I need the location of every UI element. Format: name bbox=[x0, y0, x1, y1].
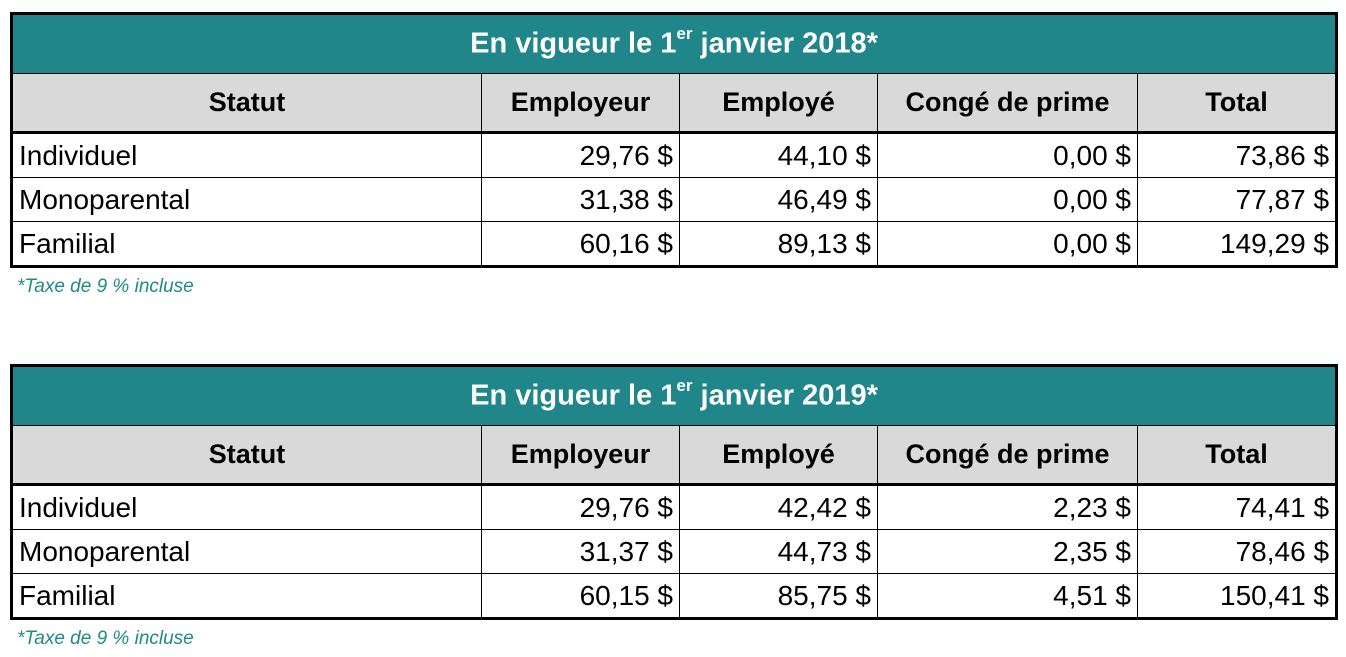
table-row: Monoparental 31,37 $ 44,73 $ 2,35 $ 78,4… bbox=[10, 529, 1339, 574]
table-row: Individuel 29,76 $ 44,10 $ 0,00 $ 73,86 … bbox=[10, 132, 1339, 178]
cell-conge: 4,51 $ bbox=[877, 573, 1138, 620]
cell-total: 78,46 $ bbox=[1136, 529, 1339, 574]
cell-employe: 89,13 $ bbox=[679, 221, 878, 268]
table-row: Familial 60,15 $ 85,75 $ 4,51 $ 150,41 $ bbox=[10, 573, 1339, 620]
table-title-row: En vigueur le 1er janvier 2019* bbox=[9, 364, 1339, 426]
table-row: Monoparental 31,38 $ 46,49 $ 0,00 $ 77,8… bbox=[10, 177, 1339, 222]
cell-conge: 0,00 $ bbox=[877, 177, 1138, 222]
rates-table: En vigueur le 1er janvier 2018* Statut E… bbox=[9, 12, 1339, 268]
table-title: En vigueur le 1er janvier 2018* bbox=[9, 12, 1339, 74]
cell-employe: 44,73 $ bbox=[679, 529, 878, 574]
title-superscript: er bbox=[676, 376, 693, 396]
rates-table-2019: En vigueur le 1er janvier 2019* Statut E… bbox=[9, 364, 1339, 620]
table-header-row: Statut Employeur Employé Congé de prime … bbox=[10, 73, 1339, 134]
cell-total: 149,29 $ bbox=[1136, 221, 1339, 268]
cell-employe: 85,75 $ bbox=[679, 573, 878, 620]
cell-statut: Familial bbox=[10, 573, 482, 620]
cell-conge: 2,35 $ bbox=[877, 529, 1138, 574]
cell-employeur: 31,38 $ bbox=[481, 177, 680, 222]
cell-statut: Individuel bbox=[10, 132, 482, 178]
rates-table: En vigueur le 1er janvier 2019* Statut E… bbox=[9, 364, 1339, 620]
column-header-employe: Employé bbox=[679, 73, 878, 134]
title-superscript: er bbox=[676, 24, 693, 44]
table-title: En vigueur le 1er janvier 2019* bbox=[9, 364, 1339, 426]
footnote: *Taxe de 9 % incluse bbox=[17, 628, 194, 649]
column-header-total: Total bbox=[1136, 73, 1339, 134]
column-header-employeur: Employeur bbox=[481, 425, 680, 486]
column-header-statut: Statut bbox=[10, 73, 482, 134]
cell-statut: Familial bbox=[10, 221, 482, 268]
cell-employeur: 60,16 $ bbox=[481, 221, 680, 268]
column-header-conge: Congé de prime bbox=[877, 425, 1138, 486]
cell-statut: Monoparental bbox=[10, 529, 482, 574]
cell-total: 150,41 $ bbox=[1136, 573, 1339, 620]
cell-employe: 46,49 $ bbox=[679, 177, 878, 222]
table-title-row: En vigueur le 1er janvier 2018* bbox=[9, 12, 1339, 74]
cell-conge: 0,00 $ bbox=[877, 132, 1138, 178]
cell-conge: 0,00 $ bbox=[877, 221, 1138, 268]
cell-employeur: 29,76 $ bbox=[481, 484, 680, 530]
column-header-total: Total bbox=[1136, 425, 1339, 486]
column-header-conge: Congé de prime bbox=[877, 73, 1138, 134]
rates-table-2018: En vigueur le 1er janvier 2018* Statut E… bbox=[9, 12, 1339, 268]
title-suffix: janvier 2018* bbox=[692, 27, 878, 60]
title-prefix: En vigueur le 1 bbox=[470, 379, 677, 412]
footnote: *Taxe de 9 % incluse bbox=[17, 276, 194, 297]
cell-employe: 42,42 $ bbox=[679, 484, 878, 530]
column-header-employeur: Employeur bbox=[481, 73, 680, 134]
column-header-employe: Employé bbox=[679, 425, 878, 486]
cell-total: 77,87 $ bbox=[1136, 177, 1339, 222]
cell-employeur: 60,15 $ bbox=[481, 573, 680, 620]
cell-conge: 2,23 $ bbox=[877, 484, 1138, 530]
cell-statut: Individuel bbox=[10, 484, 482, 530]
cell-employeur: 31,37 $ bbox=[481, 529, 680, 574]
table-header-row: Statut Employeur Employé Congé de prime … bbox=[10, 425, 1339, 486]
title-prefix: En vigueur le 1 bbox=[470, 27, 677, 60]
cell-total: 73,86 $ bbox=[1136, 132, 1339, 178]
cell-employeur: 29,76 $ bbox=[481, 132, 680, 178]
column-header-statut: Statut bbox=[10, 425, 482, 486]
cell-total: 74,41 $ bbox=[1136, 484, 1339, 530]
cell-statut: Monoparental bbox=[10, 177, 482, 222]
cell-employe: 44,10 $ bbox=[679, 132, 878, 178]
title-suffix: janvier 2019* bbox=[692, 379, 878, 412]
table-row: Individuel 29,76 $ 42,42 $ 2,23 $ 74,41 … bbox=[10, 484, 1339, 530]
table-row: Familial 60,16 $ 89,13 $ 0,00 $ 149,29 $ bbox=[10, 221, 1339, 268]
